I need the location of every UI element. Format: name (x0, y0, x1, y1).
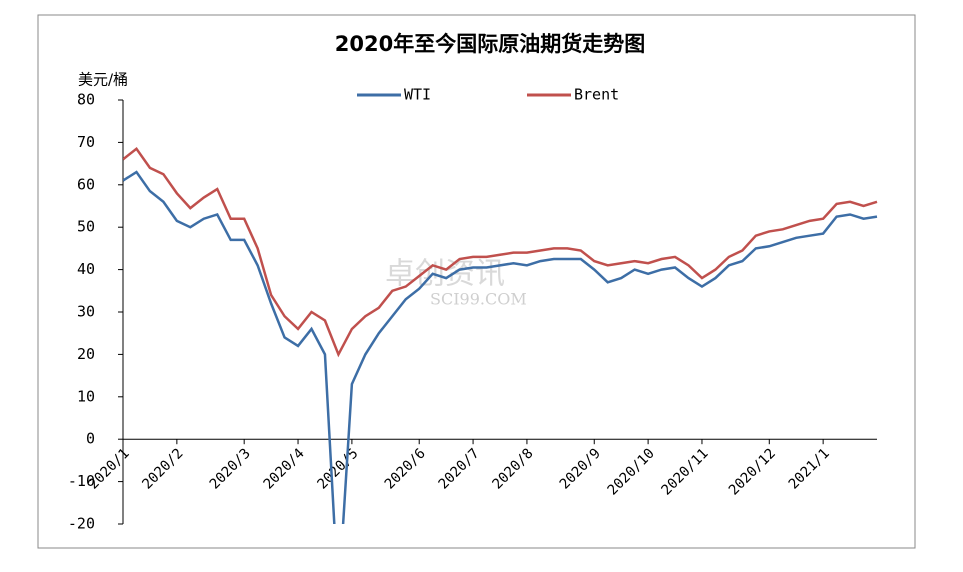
y-tick-label: 30 (77, 303, 95, 321)
watermark: SCI99.COM (430, 290, 527, 309)
y-tick-label: 10 (77, 387, 95, 405)
series-line (123, 170, 878, 524)
y-tick-label: 80 (77, 91, 95, 109)
y-tick-label: -20 (68, 515, 95, 533)
y-tick-label: 20 (77, 345, 95, 363)
chart-frame (37, 14, 916, 549)
y-tick-label: 40 (77, 260, 95, 278)
legend-label: WTI (404, 86, 431, 104)
chart-title: 2020年至今国际原油期货走势图 (335, 32, 645, 56)
series-line (123, 146, 878, 358)
legend-label: Brent (574, 86, 619, 104)
y-tick-label: -10 (68, 472, 95, 490)
y-tick-label: 70 (77, 133, 95, 151)
y-tick-label: 60 (77, 175, 95, 193)
y-tick-label: 50 (77, 218, 95, 236)
y-tick-label: 0 (86, 430, 95, 448)
y-axis-label: 美元/桶 (78, 71, 128, 89)
